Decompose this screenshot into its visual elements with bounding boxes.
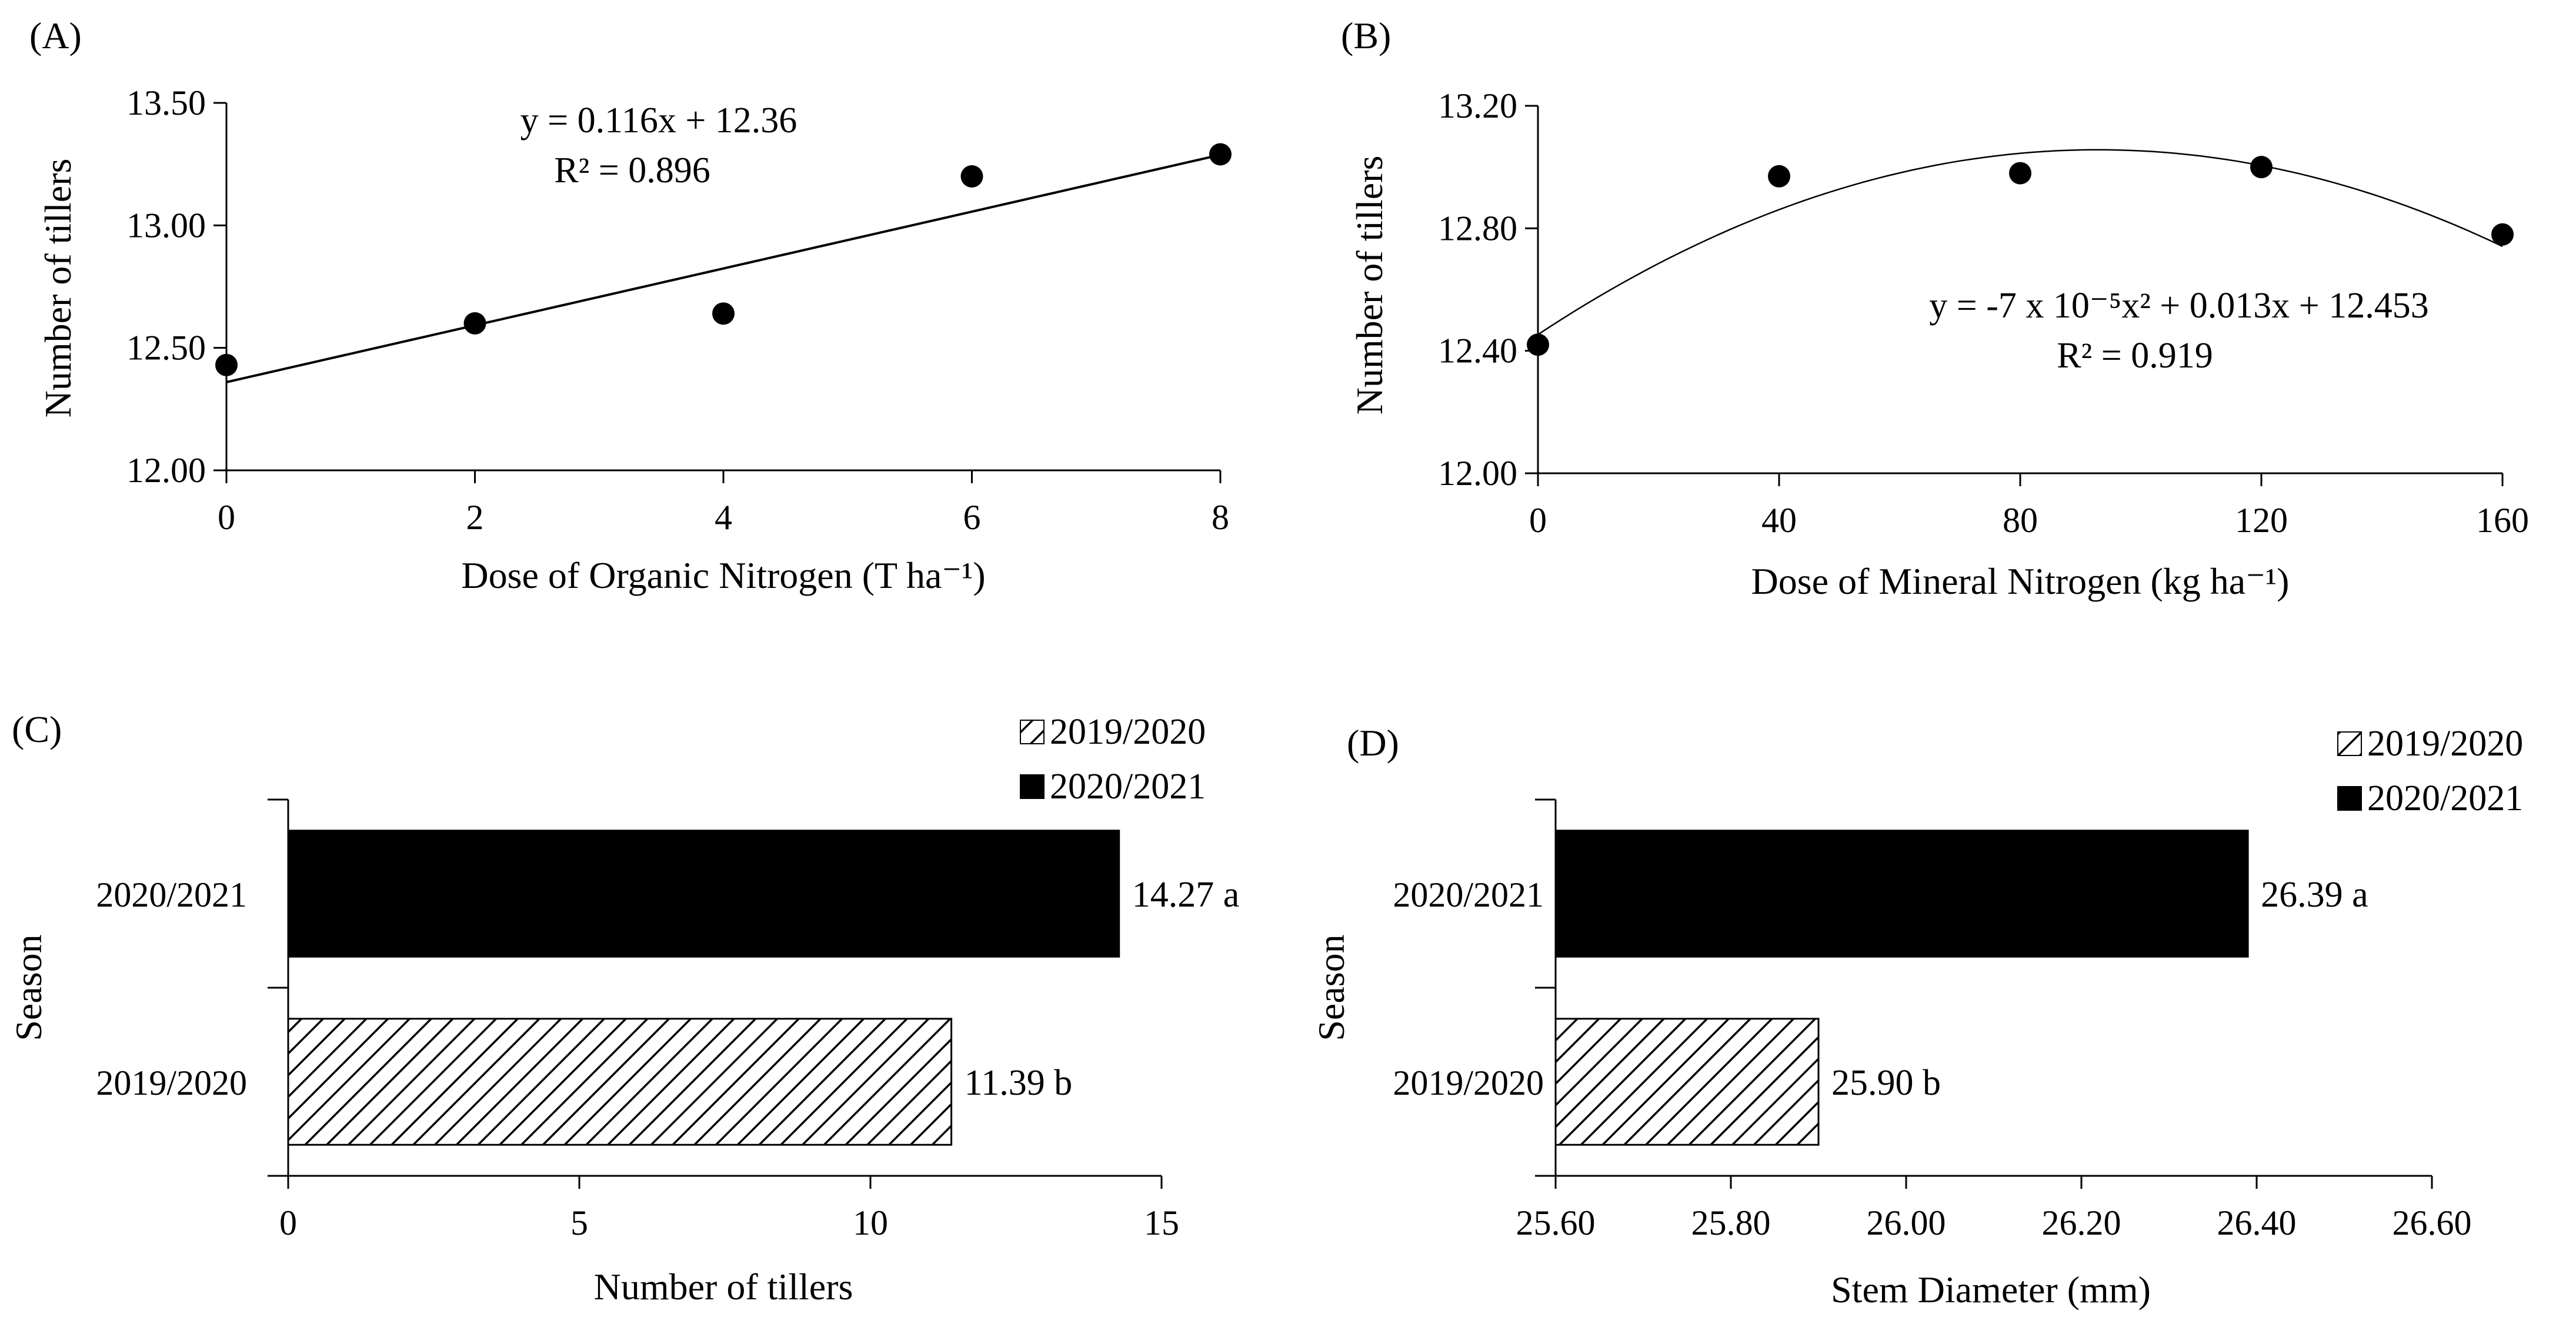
panel-a: (A) 12.00 12.50 13.00 13.50 0 2 4 6 8 Number of… bbox=[29, 15, 1232, 596]
b-x-tick-label: 120 bbox=[2235, 501, 2288, 540]
c-x-tick-label: 15 bbox=[1144, 1203, 1179, 1242]
panel-b-y-axis-label: Number of tillers bbox=[1349, 156, 1390, 415]
a-x-tick-label: 8 bbox=[1212, 498, 1229, 537]
panel-b-equation: y = -7 x 10⁻⁵x² + 0.013x + 12.453 bbox=[1929, 286, 2428, 326]
panel-a-x-axis-label: Dose of Organic Nitrogen (T ha⁻¹) bbox=[461, 554, 985, 596]
c-category-label: 2020/2021 bbox=[96, 875, 247, 914]
d-x-tick-label: 26.40 bbox=[2217, 1203, 2297, 1242]
c-legend-swatch bbox=[1020, 720, 1045, 744]
b-data-point bbox=[1768, 165, 1790, 188]
panel-a-r-squared: R² = 0.896 bbox=[554, 151, 710, 190]
d-legend-swatch bbox=[2337, 786, 2362, 811]
a-data-point bbox=[712, 302, 735, 325]
c-bar-2019-2020 bbox=[287, 1018, 953, 1146]
panel-a-y-axis-label: Number of tillers bbox=[37, 159, 79, 418]
c-x-tick-label: 5 bbox=[570, 1203, 588, 1242]
panel-d-label: (D) bbox=[1347, 722, 1399, 764]
panel-c-y-axis-label: Season bbox=[8, 934, 49, 1041]
b-x-tick-label: 160 bbox=[2476, 501, 2529, 540]
d-bar-2020-2021 bbox=[1554, 830, 2249, 958]
a-y-tick-label: 13.00 bbox=[126, 206, 206, 245]
panel-c-label: (C) bbox=[12, 708, 62, 750]
b-data-point bbox=[2491, 223, 2514, 246]
panel-d-x-axis-label: Stem Diameter (mm) bbox=[1831, 1269, 2151, 1310]
a-data-point bbox=[960, 165, 983, 188]
b-y-tick-label: 12.80 bbox=[1438, 209, 1517, 248]
a-x-tick-label: 0 bbox=[218, 498, 235, 537]
d-legend-swatch bbox=[2337, 731, 2362, 756]
b-trendline bbox=[1537, 149, 2503, 336]
a-trendline bbox=[226, 153, 1221, 383]
panel-b-r-squared: R² = 0.919 bbox=[2057, 336, 2213, 376]
a-y-tick-label: 12.00 bbox=[126, 451, 206, 490]
d-x-tick-label: 25.80 bbox=[1691, 1203, 1771, 1242]
panel-d: (D) 2019/2020 2020/2021 25.90 b 26.39 a 25… bbox=[1310, 722, 2523, 1310]
c-bar-value-label: 14.27 a bbox=[1132, 875, 1240, 915]
panel-b: (B) 12.00 12.40 12.80 13.20 0 40 80 120 160 Num… bbox=[1341, 15, 2529, 602]
c-bar-value-label: 11.39 b bbox=[965, 1063, 1073, 1103]
c-x-tick-label: 10 bbox=[853, 1203, 888, 1242]
a-x-tick-label: 6 bbox=[963, 498, 981, 537]
b-x-tick-label: 80 bbox=[2003, 501, 2038, 540]
a-x-tick-label: 2 bbox=[466, 498, 484, 537]
b-x-tick-label: 40 bbox=[1761, 501, 1797, 540]
c-legend-label: 2020/2021 bbox=[1050, 767, 1206, 807]
b-data-point bbox=[2009, 162, 2031, 185]
panel-a-equation: y = 0.116x + 12.36 bbox=[520, 101, 798, 141]
d-x-tick-label: 26.60 bbox=[2393, 1203, 2472, 1242]
c-legend-label: 2019/2020 bbox=[1050, 712, 1206, 752]
c-category-label: 2019/2020 bbox=[96, 1064, 247, 1102]
b-y-tick-label: 12.40 bbox=[1438, 332, 1517, 370]
panel-b-label: (B) bbox=[1341, 15, 1391, 56]
a-x-tick-label: 4 bbox=[715, 498, 732, 537]
d-x-tick-label: 25.60 bbox=[1516, 1203, 1596, 1242]
c-legend-swatch bbox=[1020, 774, 1045, 799]
d-category-label: 2019/2020 bbox=[1393, 1064, 1544, 1102]
d-legend-label: 2019/2020 bbox=[2367, 724, 2523, 764]
b-y-tick-label: 13.20 bbox=[1438, 86, 1517, 125]
d-x-tick-label: 26.00 bbox=[1867, 1203, 1946, 1242]
d-bar-value-label: 25.90 b bbox=[1831, 1063, 1941, 1103]
panel-d-y-axis-label: Season bbox=[1310, 934, 1352, 1041]
a-data-point bbox=[1209, 143, 1232, 166]
a-data-point bbox=[463, 312, 486, 335]
d-legend-label: 2020/2021 bbox=[2367, 778, 2523, 818]
panel-c: (C) 2019/2020 2020/2021 11.39 b 14.27 a 0 5… bbox=[8, 708, 1239, 1308]
b-data-point bbox=[2250, 156, 2273, 179]
d-bar-value-label: 26.39 a bbox=[2261, 875, 2368, 915]
d-category-label: 2020/2021 bbox=[1393, 875, 1544, 914]
d-bar-2019-2020 bbox=[1554, 1018, 1820, 1146]
panel-c-x-axis-label: Number of tillers bbox=[594, 1266, 853, 1308]
c-bar-2020-2021 bbox=[287, 830, 1120, 958]
a-y-tick-label: 12.50 bbox=[126, 329, 206, 367]
b-y-tick-label: 12.00 bbox=[1438, 454, 1517, 493]
c-x-tick-label: 0 bbox=[279, 1203, 297, 1242]
panel-a-label: (A) bbox=[29, 15, 82, 56]
b-x-tick-label: 0 bbox=[1529, 501, 1547, 540]
a-y-tick-label: 13.50 bbox=[126, 83, 206, 122]
panel-b-x-axis-label: Dose of Mineral Nitrogen (kg ha⁻¹) bbox=[1751, 560, 2290, 602]
d-x-tick-label: 26.20 bbox=[2042, 1203, 2121, 1242]
